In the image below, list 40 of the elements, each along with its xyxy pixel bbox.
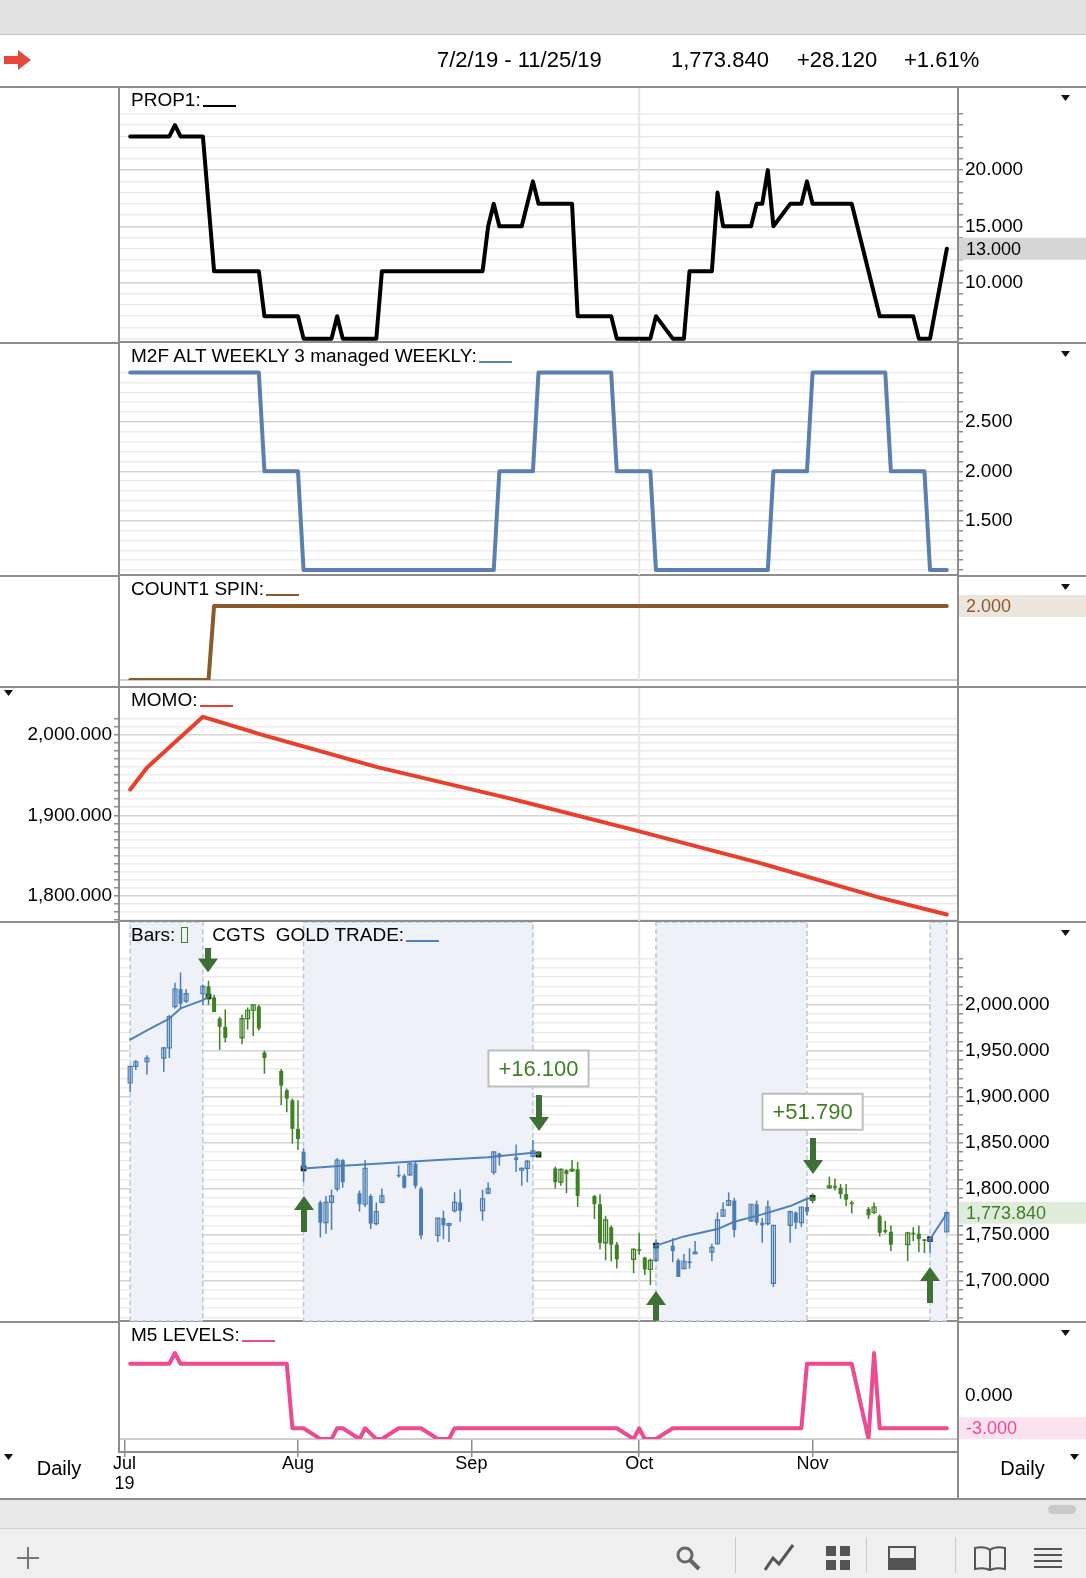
legend-label: COUNT1 SPIN: xyxy=(131,578,265,600)
text: Daily xyxy=(999,1456,1046,1480)
x-tick-label: Aug xyxy=(281,1452,314,1473)
y-tick-label: 1,900.000 xyxy=(27,803,112,825)
data-label: 13.000 xyxy=(966,238,1022,259)
y-tick-label: 10.000 xyxy=(965,270,1024,292)
y-tick-label: 1,900.000 xyxy=(965,1084,1050,1106)
text: 7/2/19 - 11/25/19 xyxy=(437,47,602,73)
y-tick-label: 1,800.000 xyxy=(965,1176,1050,1198)
y-tick-label: 20.000 xyxy=(965,158,1024,180)
y-tick-label: 1,750.000 xyxy=(965,1222,1050,1244)
y-tick-label: 2,000.000 xyxy=(27,722,112,744)
text: -3.000 xyxy=(966,1418,1018,1439)
y-tick-label: 2,000.000 xyxy=(965,992,1050,1014)
legend-label: PROP1: xyxy=(131,89,201,111)
x-tick-label: Sep xyxy=(455,1452,488,1473)
text: 1,773.840 xyxy=(966,1202,1047,1223)
y-tick-label: 1.500 xyxy=(965,508,1013,530)
y-tick-label: 1,800.000 xyxy=(27,884,112,906)
legend-label: MOMO: xyxy=(131,689,198,711)
annotation: +51.790 xyxy=(772,1098,853,1124)
x-tick-label: Nov xyxy=(796,1452,829,1473)
text: 1,773.840 xyxy=(671,47,769,73)
text: +1.61% xyxy=(904,47,980,73)
legend-label: M2F ALT WEEKLY 3 managed WEEKLY: xyxy=(131,345,477,367)
legend-label: M5 LEVELS: xyxy=(131,1324,240,1346)
text: 0.000 xyxy=(965,1384,1013,1406)
legend-label: CGTS GOLD TRADE: xyxy=(212,924,405,946)
text: Daily xyxy=(36,1457,82,1479)
y-tick-label: 2.000 xyxy=(965,459,1013,481)
text: +28.120 xyxy=(797,47,878,73)
y-tick-label: 2.500 xyxy=(965,410,1013,432)
annotation: +16.100 xyxy=(498,1055,579,1081)
legend-label: Bars: xyxy=(131,924,176,946)
x-tick-label: Oct xyxy=(625,1452,654,1473)
y-tick-label: 1,850.000 xyxy=(965,1130,1050,1152)
y-tick-label: 1,950.000 xyxy=(965,1038,1050,1060)
y-tick-label: 1,700.000 xyxy=(965,1268,1050,1290)
x-tick-label: Jul 19 xyxy=(113,1452,137,1493)
y-tick-label: 15.000 xyxy=(965,214,1024,236)
